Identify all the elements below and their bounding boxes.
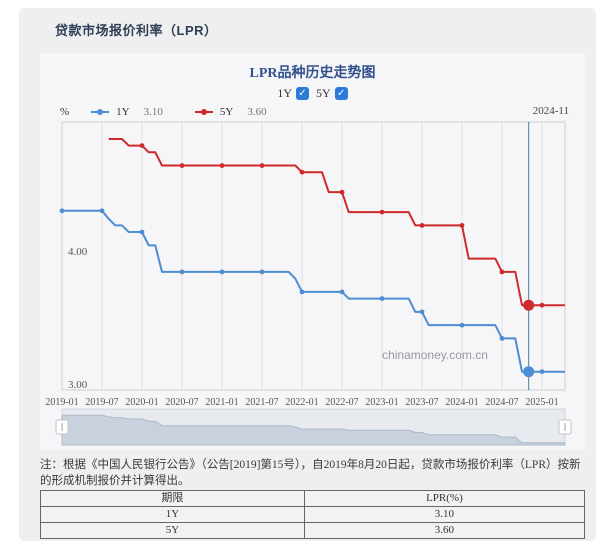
svg-text:2024-01: 2024-01	[445, 397, 478, 408]
data-point-1y[interactable]	[219, 269, 225, 275]
data-point-1y[interactable]	[499, 336, 505, 341]
data-point-1y[interactable]	[139, 229, 145, 235]
table-row: 1Y 3.10	[40, 506, 586, 523]
data-point-5y[interactable]	[459, 223, 465, 228]
data-point-5y[interactable]	[379, 209, 385, 215]
table-cell-term-1y: 1Y	[40, 506, 305, 523]
svg-text:2023-01: 2023-01	[365, 397, 398, 408]
svg-text:2021-01: 2021-01	[205, 397, 238, 408]
svg-text:2022-07: 2022-07	[325, 397, 358, 408]
series-1y-line[interactable]	[62, 209, 565, 373]
data-point-5y[interactable]	[179, 163, 185, 168]
selected-point-5y[interactable]	[523, 299, 535, 311]
data-point-5y[interactable]	[259, 163, 265, 168]
table-row: 5Y 3.60	[40, 522, 586, 539]
lpr-trend-chart[interactable]: 4.00 3.00 2019-01 2019-07 2020-01 2020-07 2021…	[40, 115, 585, 450]
table-cell-term-5y: 5Y	[40, 522, 305, 539]
svg-text:2021-07: 2021-07	[245, 397, 278, 408]
hover-date-label: 2024-11	[532, 105, 569, 117]
data-point-5y[interactable]	[139, 143, 145, 148]
svg-text:2020-01: 2020-01	[125, 397, 158, 408]
data-point-1y[interactable]	[379, 296, 385, 301]
chart-title: LPR品种历史走势图	[249, 66, 376, 81]
series-5y-line[interactable]	[108, 138, 565, 307]
y-axis-labels: 4.00 3.00	[68, 246, 88, 391]
legend-line-1y-icon	[91, 109, 110, 115]
data-point-1y[interactable]	[539, 369, 545, 375]
page-title: 贷款市场报价利率（LPR）	[55, 23, 218, 38]
svg-text:2019-07: 2019-07	[85, 397, 118, 408]
data-point-5y[interactable]	[539, 302, 545, 308]
selected-point-1y[interactable]	[523, 366, 535, 378]
legend-value-1y: 3.10	[143, 106, 163, 118]
data-point-5y[interactable]	[219, 163, 225, 168]
checkbox-5y-icon[interactable]: ✓	[334, 87, 348, 100]
table-cell-rate-1y: 3.10	[303, 506, 586, 523]
series-toggle-row: 1Y ✓ 5Y ✓	[40, 86, 585, 101]
svg-text:2020-07: 2020-07	[165, 397, 198, 408]
footnote: 注：根据《中国人民银行公告》（公告[2019]第15号），自2019年8月20日…	[40, 459, 581, 488]
legend-item-5y[interactable]: 5Y 3.60	[194, 106, 267, 118]
legend-item-1y[interactable]: 1Y 3.10	[91, 106, 163, 118]
legend-name-1y: 1Y	[116, 106, 130, 118]
plot-border	[61, 121, 566, 391]
data-point-1y[interactable]	[179, 269, 185, 275]
svg-text:2025-01: 2025-01	[525, 397, 558, 408]
lpr-summary-table: 期限 LPR(%) 1Y 3.10 5Y 3.60	[40, 490, 586, 539]
legend-value-5y: 3.60	[247, 106, 267, 118]
y-axis-unit: %	[60, 106, 70, 118]
data-point-5y[interactable]	[299, 169, 305, 175]
toggle-5y-label: 5Y	[316, 86, 331, 100]
toggle-1y-label: 1Y	[277, 86, 292, 100]
data-point-1y[interactable]	[459, 322, 465, 328]
toggle-1y[interactable]: 1Y ✓	[277, 86, 309, 101]
data-point-1y[interactable]	[339, 289, 345, 295]
table-cell-rate-5y: 3.60	[303, 522, 586, 539]
chart-card: LPR品种历史走势图 1Y ✓ 5Y ✓ % 1Y 3.10	[40, 53, 585, 450]
svg-text:4.00: 4.00	[68, 246, 88, 258]
data-point-5y[interactable]	[339, 189, 345, 195]
data-point-1y[interactable]	[299, 289, 305, 295]
data-point-1y[interactable]	[59, 208, 65, 214]
data-point-5y[interactable]	[419, 223, 425, 228]
checkbox-1y-icon[interactable]: ✓	[296, 87, 309, 100]
svg-text:2023-07: 2023-07	[405, 397, 438, 408]
datazoom-preview	[61, 414, 566, 446]
table-header-term: 期限	[40, 490, 305, 507]
x-axis-labels: 2019-01 2019-07 2020-01 2020-07 2021-01 2021-…	[45, 397, 558, 408]
watermark: chinamoney.com.cn	[382, 348, 488, 362]
data-point-1y[interactable]	[99, 208, 105, 214]
data-point-1y[interactable]	[419, 309, 425, 315]
legend-row: % 1Y 3.10 5Y 3.60 2024-11	[60, 105, 577, 119]
data-point-1y[interactable]	[259, 269, 265, 275]
data-point-5y[interactable]	[499, 269, 505, 275]
svg-text:2024-07: 2024-07	[485, 397, 518, 408]
table-header-lpr: LPR(%)	[303, 490, 586, 507]
svg-text:3.00: 3.00	[68, 379, 88, 391]
legend-name-5y: 5Y	[219, 106, 234, 118]
svg-text:2019-01: 2019-01	[45, 397, 78, 408]
lpr-widget-panel: 贷款市场报价利率（LPR） LPR品种历史走势图 1Y ✓ 5Y ✓ % 1Y …	[19, 8, 596, 541]
svg-text:2022-01: 2022-01	[285, 397, 318, 408]
legend-line-5y-icon	[194, 109, 213, 115]
table-header-row: 期限 LPR(%)	[40, 490, 586, 507]
toggle-5y[interactable]: 5Y ✓	[316, 86, 348, 101]
